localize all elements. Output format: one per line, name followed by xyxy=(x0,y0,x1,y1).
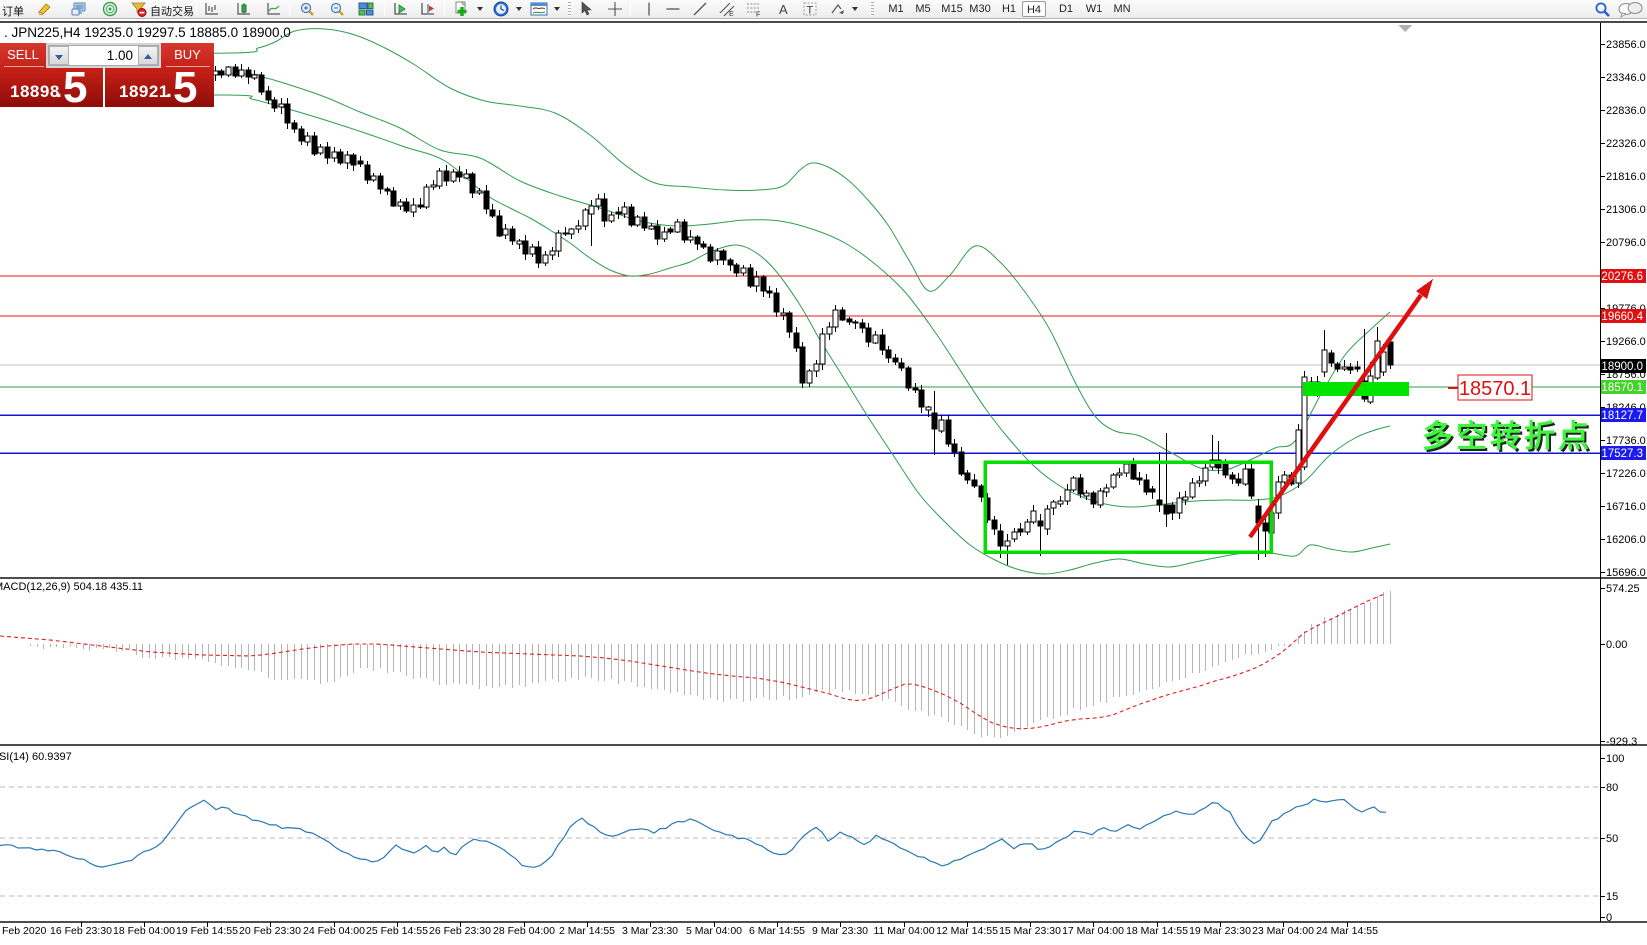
svg-text:19 Feb 14:55: 19 Feb 14:55 xyxy=(176,925,238,937)
svg-text:19266.0: 19266.0 xyxy=(1606,336,1646,348)
svg-text:RSI(14) 60.9397: RSI(14) 60.9397 xyxy=(0,751,72,763)
svg-text:0: 0 xyxy=(1606,912,1612,924)
svg-text:16716.0: 16716.0 xyxy=(1606,501,1646,513)
svg-text:. JPN225,H4 19235.0 19297.5 1: . JPN225,H4 19235.0 19297.5 18885.0 1890… xyxy=(4,25,291,40)
svg-text:19 Mar 23:30: 19 Mar 23:30 xyxy=(1189,925,1251,937)
svg-text:23346.0: 23346.0 xyxy=(1606,72,1646,84)
svg-text:15 Mar 23:30: 15 Mar 23:30 xyxy=(999,925,1061,937)
svg-text:15696.0: 15696.0 xyxy=(1606,567,1646,579)
svg-text:MACD(12,26,9) 504.18 435.11: MACD(12,26,9) 504.18 435.11 xyxy=(0,581,143,593)
svg-text:21306.0: 21306.0 xyxy=(1606,204,1646,216)
svg-text:17 Mar 04:00: 17 Mar 04:00 xyxy=(1062,925,1124,937)
svg-text:23856.0: 23856.0 xyxy=(1606,39,1646,51)
svg-text:20796.0: 20796.0 xyxy=(1606,237,1646,249)
svg-text:多空转折点: 多空转折点 xyxy=(1422,419,1592,454)
svg-text:17226.0: 17226.0 xyxy=(1606,468,1646,480)
svg-text:17736.0: 17736.0 xyxy=(1606,435,1646,447)
svg-text:19660.4: 19660.4 xyxy=(1601,311,1643,323)
svg-text:22326.0: 22326.0 xyxy=(1606,138,1646,150)
svg-text:18570.1: 18570.1 xyxy=(1601,382,1643,394)
svg-text:25 Feb 14:55: 25 Feb 14:55 xyxy=(366,925,428,937)
svg-text:100: 100 xyxy=(1606,753,1624,765)
svg-text:16 Feb 23:30: 16 Feb 23:30 xyxy=(50,925,112,937)
svg-text:20 Feb 23:30: 20 Feb 23:30 xyxy=(239,925,301,937)
svg-text:11 Mar 04:00: 11 Mar 04:00 xyxy=(873,925,934,937)
svg-text:23 Mar 04:00: 23 Mar 04:00 xyxy=(1252,925,1314,937)
svg-text:T: T xyxy=(807,5,814,17)
svg-text:E: E xyxy=(729,11,734,17)
svg-text:2 Mar 14:55: 2 Mar 14:55 xyxy=(559,925,615,937)
svg-text:F: F xyxy=(756,12,760,18)
svg-text:50: 50 xyxy=(1606,833,1618,845)
svg-text:A: A xyxy=(779,2,788,17)
svg-text:24 Mar 14:55: 24 Mar 14:55 xyxy=(1316,925,1378,937)
svg-text:18900.0: 18900.0 xyxy=(1601,361,1643,373)
svg-text:80: 80 xyxy=(1606,782,1618,794)
svg-text:6 Mar 14:55: 6 Mar 14:55 xyxy=(749,925,805,937)
svg-text:17527.3: 17527.3 xyxy=(1601,448,1643,460)
svg-text:18 Mar 14:55: 18 Mar 14:55 xyxy=(1126,925,1188,937)
svg-text:574.25: 574.25 xyxy=(1606,583,1640,595)
svg-text:21816.0: 21816.0 xyxy=(1606,171,1646,183)
svg-text:20276.6: 20276.6 xyxy=(1601,271,1643,283)
svg-text:12 Mar 14:55: 12 Mar 14:55 xyxy=(936,925,998,937)
svg-text:22836.0: 22836.0 xyxy=(1606,105,1646,117)
svg-text:Feb 2020: Feb 2020 xyxy=(2,925,47,937)
svg-text:18 Feb 04:00: 18 Feb 04:00 xyxy=(113,925,175,937)
svg-text:28 Feb 04:00: 28 Feb 04:00 xyxy=(493,925,555,937)
svg-text:3 Mar 23:30: 3 Mar 23:30 xyxy=(622,925,678,937)
svg-text:16206.0: 16206.0 xyxy=(1606,534,1646,546)
svg-text:5 Mar 04:00: 5 Mar 04:00 xyxy=(686,925,742,937)
svg-text:0.00: 0.00 xyxy=(1606,639,1627,651)
svg-text:-929.3: -929.3 xyxy=(1606,736,1637,748)
svg-text:18570.1: 18570.1 xyxy=(1459,378,1531,400)
svg-text:26 Feb 23:30: 26 Feb 23:30 xyxy=(429,925,491,937)
svg-text:多空转折点: 多空转折点 xyxy=(1424,421,1594,456)
svg-text:18127.7: 18127.7 xyxy=(1601,410,1643,422)
svg-text:15: 15 xyxy=(1606,891,1618,903)
svg-text:24 Feb 04:00: 24 Feb 04:00 xyxy=(303,925,365,937)
svg-text:9 Mar 23:30: 9 Mar 23:30 xyxy=(812,925,868,937)
